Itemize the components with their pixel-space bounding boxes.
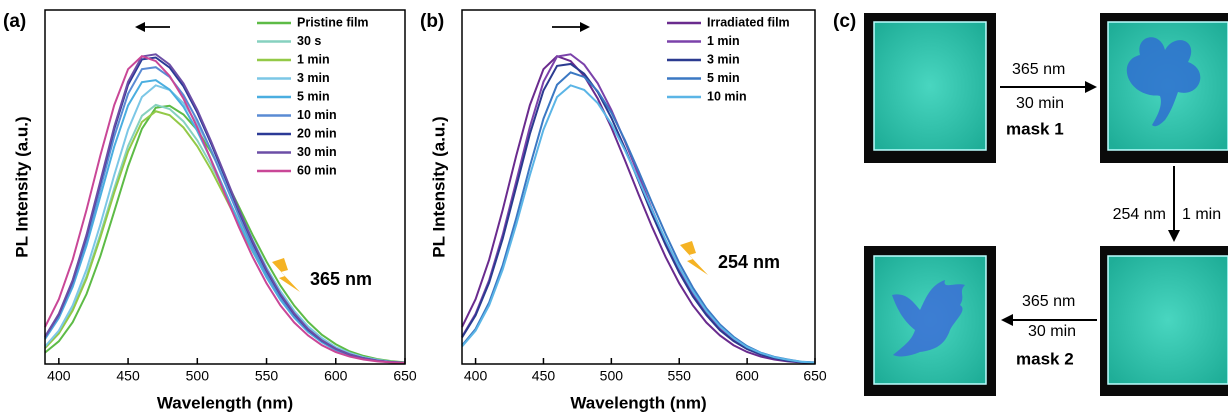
x-tick-label: 600 [324, 368, 348, 384]
y-axis-title: PL Intensity (a.u.) [12, 116, 31, 257]
uv-icon [680, 241, 708, 275]
series-line [44, 55, 406, 365]
series-line [461, 53, 816, 364]
y-axis-title: PL Intensity (a.u.) [429, 116, 448, 257]
legend-label: 30 min [297, 145, 337, 159]
x-axis-title: Wavelength (nm) [157, 393, 293, 412]
legend-label: 10 min [297, 108, 337, 122]
legend-label: 20 min [297, 126, 337, 140]
x-tick-label: 650 [393, 368, 417, 384]
legend-label: Irradiated film [707, 15, 790, 29]
x-tick-label: 400 [47, 368, 71, 384]
x-tick-label: 550 [255, 368, 279, 384]
x-tick-label: 650 [803, 368, 827, 384]
shift-arrow-head [580, 22, 590, 32]
annotation: 254 nm [718, 252, 780, 272]
step-time: 30 min [1028, 323, 1076, 340]
series-line [44, 104, 406, 364]
series-line [44, 66, 406, 364]
legend-label: Pristine film [297, 15, 369, 29]
series-line [461, 62, 816, 364]
series-line [461, 71, 816, 364]
bird-pattern [892, 280, 965, 357]
x-tick-label: 450 [532, 368, 556, 384]
plot-frame [44, 9, 406, 365]
step-time: 1 min [1182, 206, 1221, 223]
step-wavelength: 254 nm [1113, 206, 1166, 223]
arrow-head [1085, 81, 1097, 93]
series-line [44, 56, 406, 364]
panel-label: (a) [3, 11, 26, 32]
series-line [461, 55, 816, 365]
legend-label: 30 s [297, 34, 321, 48]
arrow-head [1001, 314, 1013, 326]
series-line [44, 84, 406, 364]
step-wavelength: 365 nm [1022, 293, 1075, 310]
step-wavelength: 365 nm [1012, 61, 1065, 78]
legend-label: 3 min [297, 71, 330, 85]
series-line [44, 79, 406, 364]
legend-label: 5 min [707, 71, 740, 85]
annotation: 365 nm [310, 269, 372, 289]
x-tick-label: 450 [116, 368, 140, 384]
plot-frame [461, 9, 816, 365]
x-tick-label: 500 [186, 368, 210, 384]
step-time: 30 min [1016, 95, 1064, 112]
legend-label: 1 min [707, 34, 740, 48]
step-mask: mask 1 [1006, 119, 1064, 138]
series-line [44, 53, 406, 364]
series-line [461, 84, 816, 364]
photo-film [1107, 255, 1228, 385]
chart: 400 450 500 550 600 650 Wavelength (nm) PL Inte… [3, 9, 417, 412]
x-tick-label: 400 [464, 368, 488, 384]
legend-label: 5 min [297, 89, 330, 103]
arrow-head [1168, 230, 1180, 242]
x-tick-label: 500 [600, 368, 624, 384]
step-mask: mask 2 [1016, 349, 1074, 368]
legend-label: 10 min [707, 89, 747, 103]
x-axis-title: Wavelength (nm) [570, 393, 706, 412]
panel-label: (b) [420, 11, 444, 32]
legend-label: 60 min [297, 163, 337, 177]
panel-label: (c) [833, 11, 856, 32]
legend-label: 3 min [707, 52, 740, 66]
series-line [44, 103, 406, 364]
legend-label: 1 min [297, 52, 330, 66]
x-tick-label: 550 [668, 368, 692, 384]
uv-icon [272, 258, 300, 292]
shift-arrow-head [135, 22, 145, 32]
x-tick-label: 600 [735, 368, 759, 384]
clover-pattern [1126, 37, 1201, 127]
photo-film [873, 21, 987, 151]
chart: 400 450 500 550 600 650 Wavelength (nm) PL Inte… [420, 9, 827, 412]
panel-c: (c) 365 nm 30 min mask 1 254 nm 1 min 36… [833, 11, 1228, 396]
